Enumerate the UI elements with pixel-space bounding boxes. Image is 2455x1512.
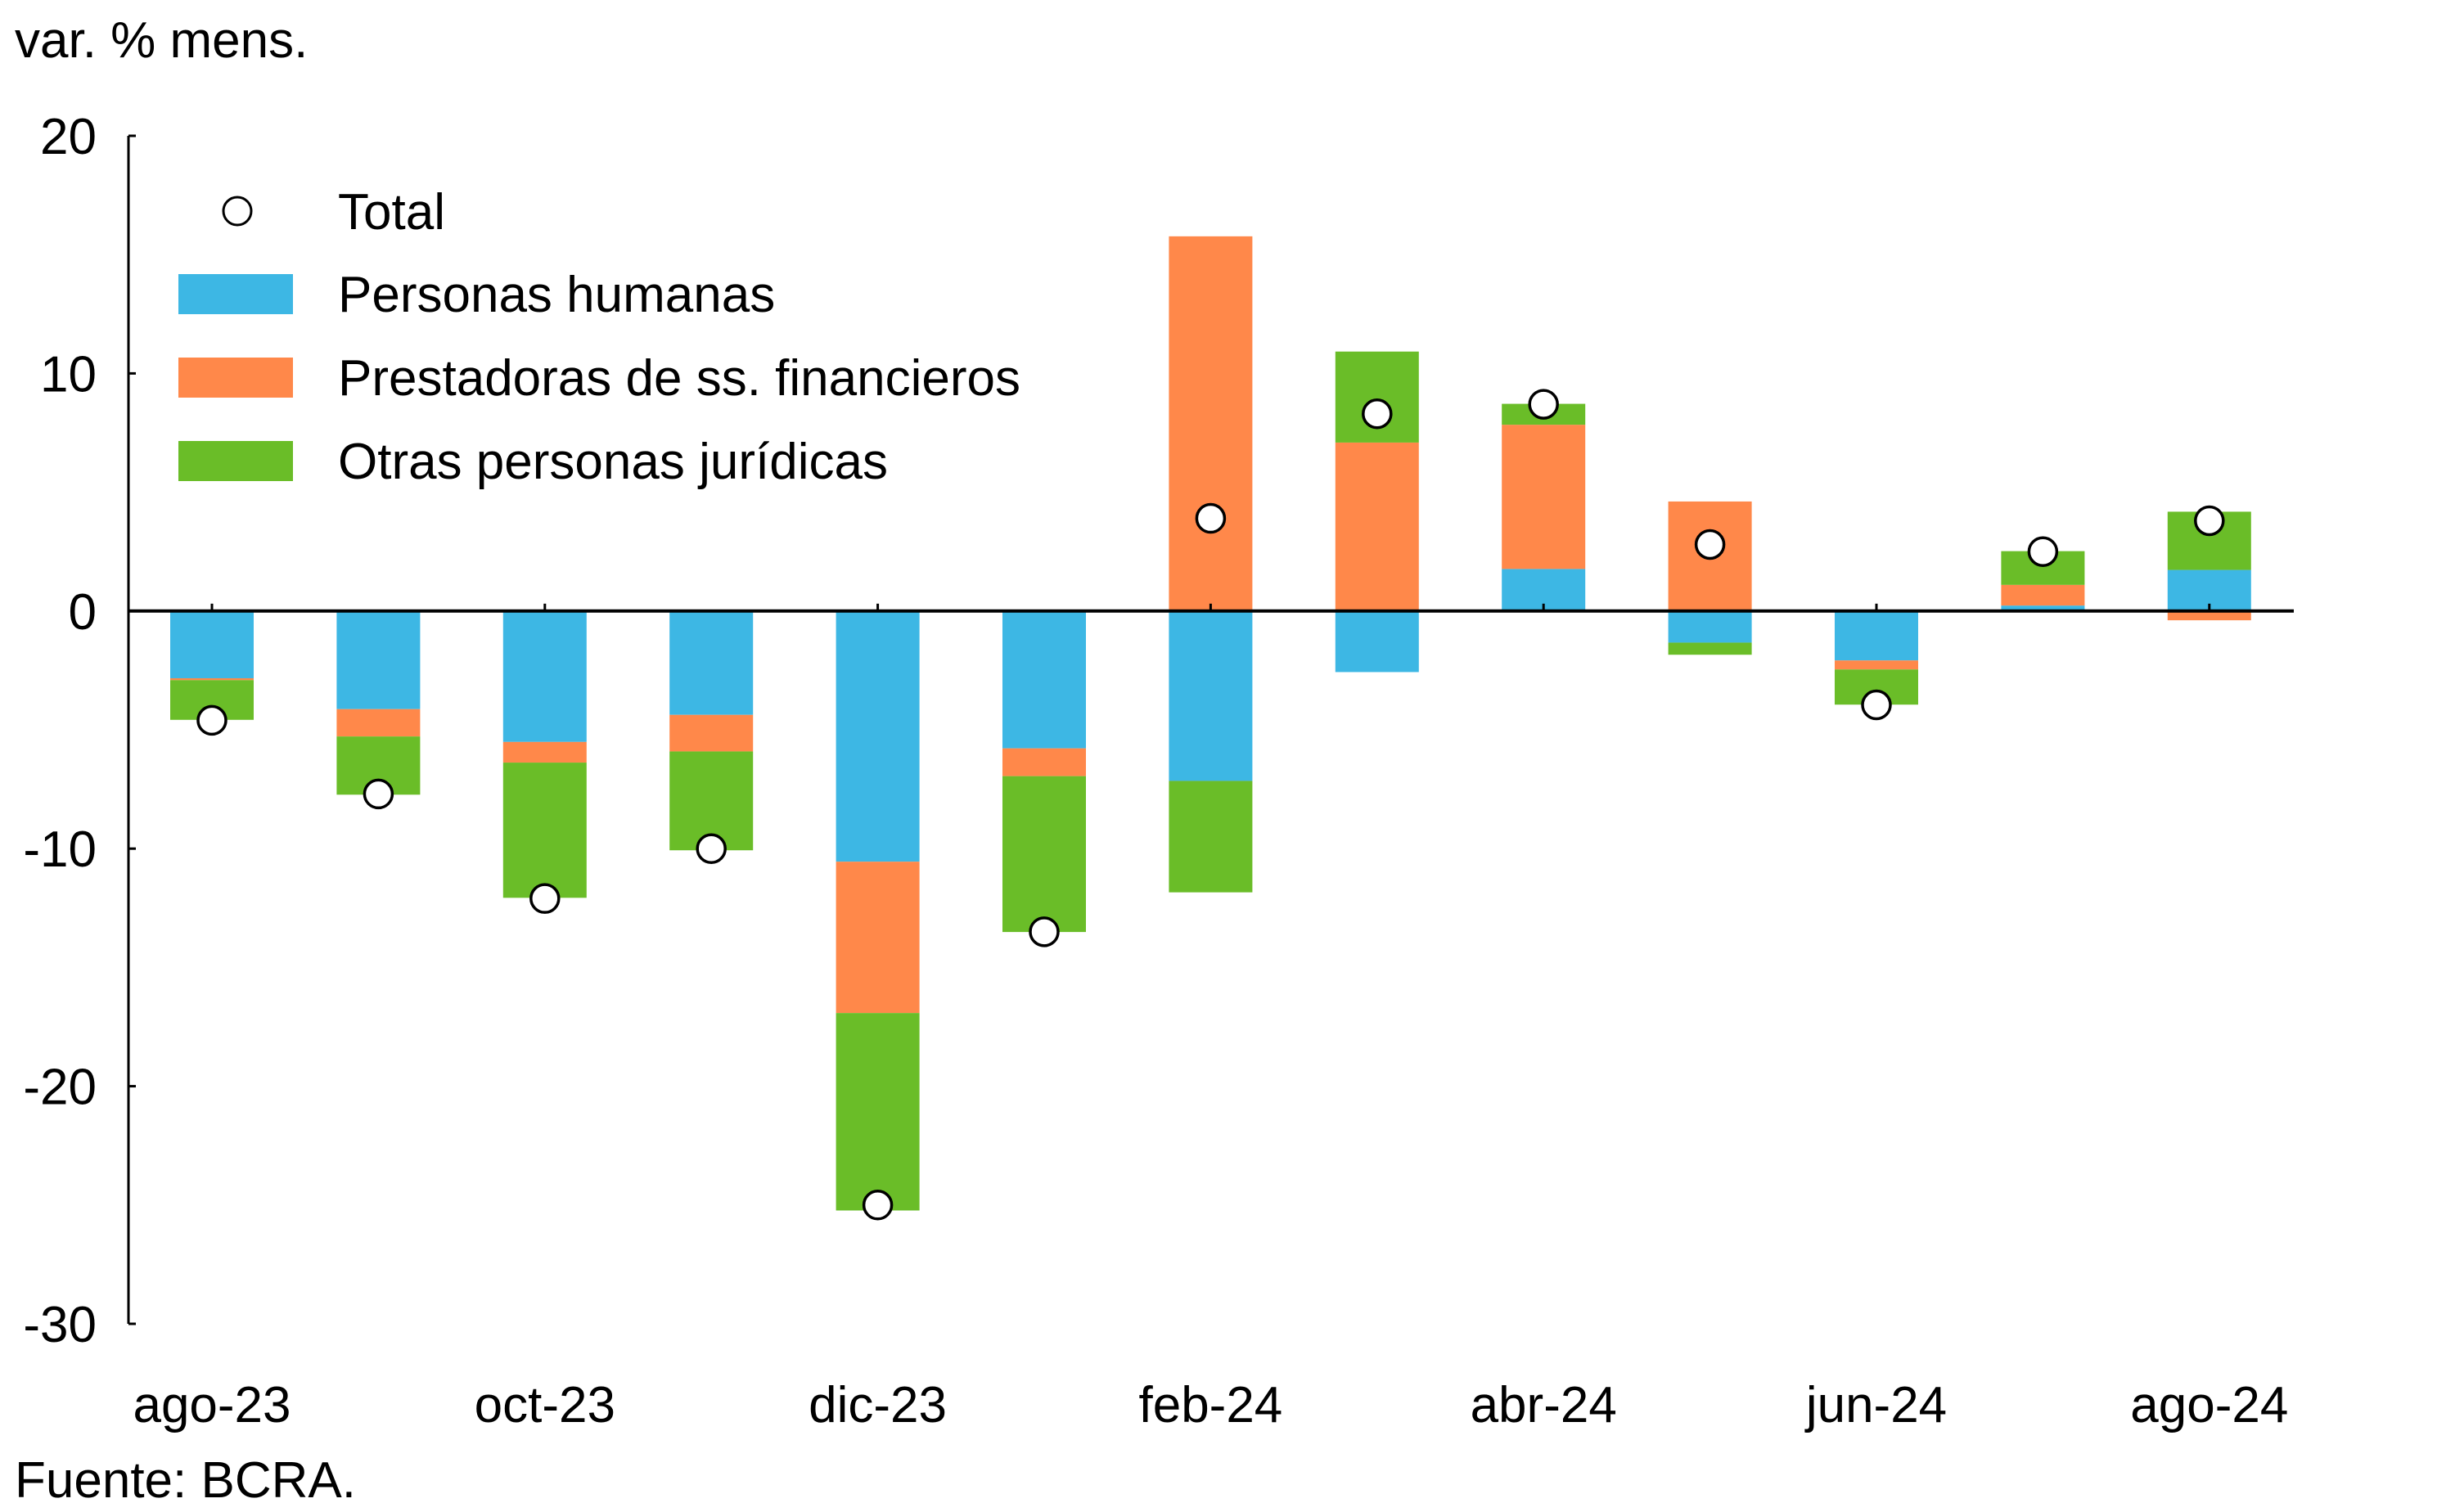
bar-segment-personas-humanas (2001, 605, 2085, 611)
legend-swatch (178, 441, 293, 481)
legend: Total Personas humanas Prestadoras de ss. … (178, 184, 1020, 490)
y-tick-label: 10 (40, 346, 97, 403)
bar-segment-prestadoras (669, 714, 754, 752)
total-marker (862, 1190, 894, 1221)
x-tick-label: abr-24 (1471, 1377, 1617, 1433)
total-marker (1362, 398, 1393, 430)
total-marker (1528, 389, 1559, 420)
legend-label: Total (338, 184, 445, 241)
bars (170, 236, 2251, 1211)
bar-segment-prestadoras (1502, 425, 1586, 569)
y-axis: 20 10 0 -10 -20 -30 (23, 109, 136, 1353)
bar-segment-prestadoras (170, 677, 254, 681)
bar-segment-otras-juridicas (1169, 781, 1253, 893)
total-marker (363, 778, 394, 810)
bar-segment-personas-humanas (1668, 610, 1752, 643)
bar-segment-personas-humanas (1835, 610, 1918, 661)
total-marker (196, 704, 227, 736)
y-tick-label: 20 (40, 109, 97, 165)
y-axis-label: var. % mens. (15, 12, 308, 69)
bar-segment-prestadoras (502, 741, 587, 763)
legend-item: Total (222, 184, 445, 241)
legend-item: Prestadoras de ss. financieros (178, 350, 1020, 407)
total-marker (2194, 505, 2225, 537)
legend-marker-icon (222, 196, 253, 227)
legend-label: Personas humanas (338, 267, 775, 323)
x-tick-label: ago-23 (133, 1377, 291, 1433)
total-marker (529, 883, 561, 914)
y-tick-label: 0 (69, 584, 97, 641)
x-tick-label: jun-24 (1804, 1377, 1947, 1433)
bar-segment-prestadoras (1002, 748, 1086, 776)
bar-segment-prestadoras (1169, 236, 1253, 611)
source-note: Fuente: BCRA. (15, 1452, 356, 1509)
legend-item: Otras personas jurídicas (178, 434, 888, 490)
legend-swatch (178, 358, 293, 398)
legend-label: Prestadoras de ss. financieros (338, 350, 1020, 407)
y-tick-label: -10 (23, 821, 97, 878)
bar-segment-personas-humanas (1002, 610, 1086, 749)
bar-segment-prestadoras (1335, 442, 1419, 611)
bar-segment-personas-humanas (336, 610, 421, 709)
bar-segment-prestadoras (2167, 610, 2251, 621)
total-marker (1029, 916, 1060, 947)
bar-segment-otras-juridicas (502, 763, 587, 898)
y-tick-label: -30 (23, 1297, 97, 1353)
x-tick-label: feb-24 (1138, 1377, 1282, 1433)
bar-segment-personas-humanas (669, 610, 754, 715)
total-markers (196, 389, 2225, 1221)
bar-segment-personas-humanas (502, 610, 587, 742)
total-marker (1861, 689, 1892, 721)
bar-segment-otras-juridicas (1668, 642, 1752, 655)
total-marker (696, 833, 727, 864)
total-marker (2027, 536, 2059, 567)
bar-segment-prestadoras (2001, 584, 2085, 606)
legend-item: Personas humanas (178, 267, 775, 323)
bar-segment-prestadoras (336, 709, 421, 737)
bar-segment-otras-juridicas (1002, 776, 1086, 933)
bar-segment-personas-humanas (170, 610, 254, 678)
x-tick-label: dic-23 (809, 1377, 947, 1433)
bar-segment-personas-humanas (836, 610, 920, 862)
y-tick-label: -20 (23, 1060, 97, 1116)
bar-segment-otras-juridicas (836, 1013, 920, 1211)
total-marker (1195, 502, 1227, 534)
legend-label: Otras personas jurídicas (338, 434, 888, 490)
bar-segment-personas-humanas (1169, 610, 1253, 781)
x-tick-label: oct-23 (475, 1377, 615, 1433)
total-marker (1694, 529, 1726, 560)
bar-segment-prestadoras (836, 862, 920, 1014)
bar-segment-prestadoras (1835, 660, 1918, 670)
x-tick-label: ago-24 (2130, 1377, 2288, 1433)
x-axis: ago-23 oct-23 dic-23 feb-24 abr-24 jun-24 ago-… (128, 603, 2294, 1433)
legend-swatch (178, 274, 293, 314)
bar-segment-personas-humanas (1335, 610, 1419, 673)
